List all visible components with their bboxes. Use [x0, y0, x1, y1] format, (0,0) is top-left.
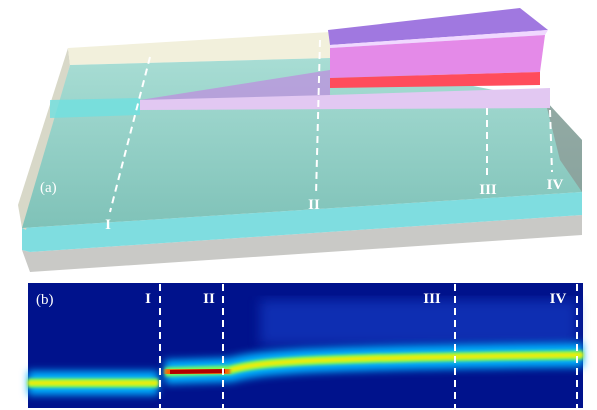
panel-label: (a) — [40, 180, 57, 196]
device-render: (a) I II III IV — [18, 8, 582, 272]
section-label: II — [308, 197, 320, 213]
section-label: IV — [547, 177, 564, 193]
section-label: I — [145, 291, 151, 307]
figure: (a) I II III IV (b) I II III IV — [0, 0, 597, 410]
field-map: (b) I II III IV — [28, 283, 583, 408]
section-label: III — [479, 182, 497, 198]
section-label: I — [105, 217, 111, 233]
section-label: IV — [550, 291, 567, 307]
section-label: II — [203, 291, 215, 307]
section-label: III — [423, 291, 441, 307]
panel-label: (b) — [36, 292, 54, 308]
